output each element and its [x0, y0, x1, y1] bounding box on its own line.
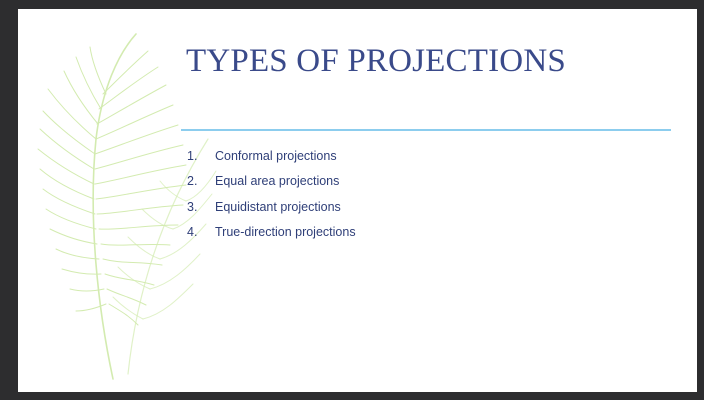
list-item: 1. Conformal projections — [187, 149, 356, 174]
projection-list: 1. Conformal projections 2. Equal area p… — [187, 149, 356, 250]
title-divider — [181, 129, 671, 131]
list-item-number: 4. — [187, 224, 198, 239]
list-item-label: True-direction projections — [215, 224, 356, 239]
list-item-number: 2. — [187, 174, 198, 189]
list-item-label: Conformal projections — [215, 149, 337, 163]
feather-icon — [37, 33, 217, 380]
presentation-slide: TYPES OF PROJECTIONS 1. Conformal projec… — [18, 9, 697, 392]
list-item: 2. Equal area projections — [187, 174, 356, 199]
window-top-bar — [0, 0, 704, 9]
list-item: 3. Equidistant projections — [187, 200, 356, 225]
list-item-number: 3. — [187, 199, 198, 214]
list-item-number: 1. — [187, 149, 198, 163]
list-item-label: Equidistant projections — [215, 199, 341, 214]
slide-title: TYPES OF PROJECTIONS — [186, 43, 566, 79]
list-item: 4. True-direction projections — [187, 225, 356, 250]
list-item-label: Equal area projections — [215, 174, 340, 189]
